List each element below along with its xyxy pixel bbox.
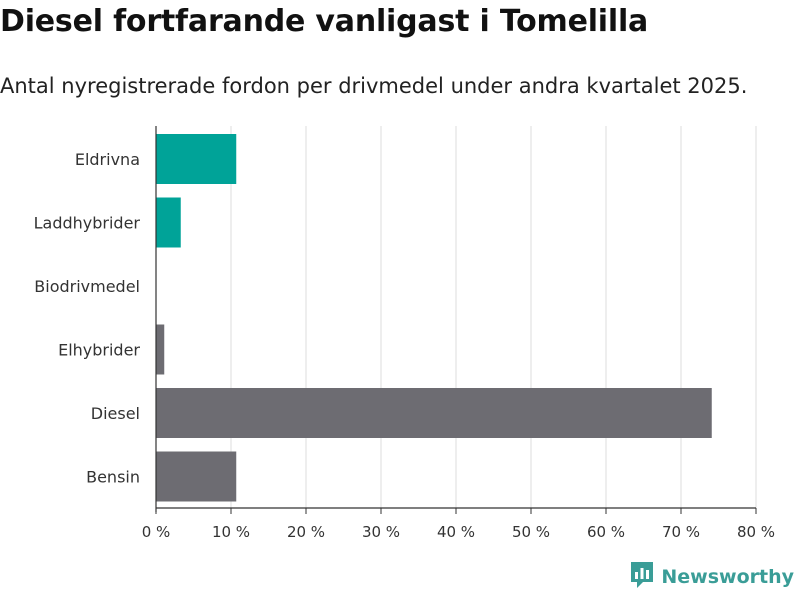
category-label: Eldrivna	[75, 150, 140, 169]
bar	[156, 197, 181, 248]
bar	[156, 451, 237, 502]
x-tick-label: 30 %	[362, 523, 400, 541]
category-label: Diesel	[91, 404, 140, 423]
x-tick-label: 10 %	[212, 523, 250, 541]
x-tick-label: 40 %	[437, 523, 475, 541]
category-label: Biodrivmedel	[34, 277, 140, 296]
chart-title: Diesel fortfarande vanligast i Tomelilla	[0, 4, 649, 39]
category-label: Laddhybrider	[34, 214, 141, 233]
brand-logo: Newsworthy	[629, 560, 794, 594]
newsworthy-logo-icon	[629, 560, 655, 594]
x-tick-label: 60 %	[587, 523, 625, 541]
bar	[156, 388, 712, 438]
x-tick-label: 80 %	[737, 523, 775, 541]
x-tick-label: 70 %	[662, 523, 700, 541]
category-label: Elhybrider	[58, 341, 140, 360]
x-tick-label: 20 %	[287, 523, 325, 541]
chart-subtitle: Antal nyregistrerade fordon per drivmede…	[0, 74, 748, 98]
x-tick-label: 0 %	[142, 523, 171, 541]
bar	[156, 134, 237, 184]
bar	[156, 324, 165, 375]
brand-name: Newsworthy	[661, 566, 794, 588]
x-tick-label: 50 %	[512, 523, 550, 541]
category-label: Bensin	[86, 468, 140, 487]
